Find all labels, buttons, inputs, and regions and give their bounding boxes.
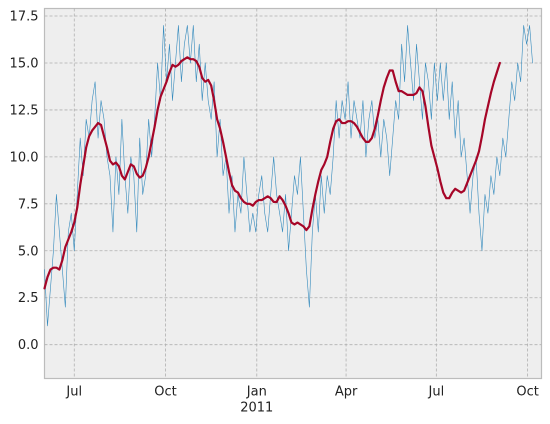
x-tick-label: Jul xyxy=(428,385,445,400)
x-tick-sublabel: 2011 xyxy=(240,401,273,416)
y-tick-label: 5.0 xyxy=(18,244,39,259)
y-tick-label: 17.5 xyxy=(10,10,39,25)
y-tick-label: 7.5 xyxy=(18,197,39,212)
series-group xyxy=(43,25,533,327)
y-tick-label: 2.5 xyxy=(18,291,39,306)
x-tick-label: Oct xyxy=(154,385,176,400)
y-axis: 0.0 2.5 5.0 7.5 10.0 12.5 15.0 17.5 xyxy=(10,10,39,354)
x-tick-label: Apr xyxy=(335,385,358,400)
daily-series-line xyxy=(44,25,533,327)
x-tick-label: Oct xyxy=(516,385,538,400)
y-tick-label: 12.5 xyxy=(10,103,39,118)
y-tick-label: 0.0 xyxy=(18,338,39,353)
y-tick-label: 10.0 xyxy=(10,150,39,165)
x-tick-label: Jan xyxy=(246,385,267,400)
y-tick-label: 15.0 xyxy=(10,56,39,71)
rolling-mean-line xyxy=(43,56,501,290)
x-tick-label: Jul xyxy=(65,385,82,400)
